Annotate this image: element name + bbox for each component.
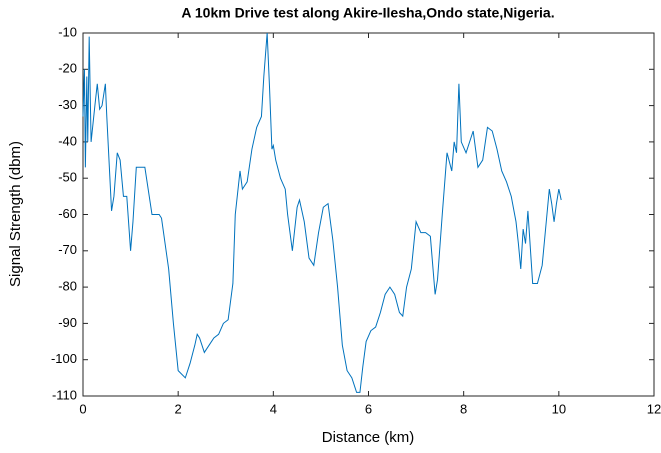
x-tick-label: 12 bbox=[647, 401, 661, 416]
x-tick-label: 8 bbox=[460, 401, 467, 416]
y-tick-label: -90 bbox=[58, 315, 77, 330]
y-tick-label: -60 bbox=[58, 206, 77, 221]
y-tick-label: -20 bbox=[58, 61, 77, 76]
x-tick-label: 4 bbox=[270, 401, 277, 416]
y-tick-label: -50 bbox=[58, 170, 77, 185]
series-line bbox=[82, 32, 562, 393]
x-tick-label: 10 bbox=[552, 401, 566, 416]
x-tick-label: 2 bbox=[175, 401, 182, 416]
y-tick-label: -10 bbox=[58, 24, 77, 39]
plot-frame bbox=[82, 32, 655, 397]
y-tick-label: -40 bbox=[58, 133, 77, 148]
chart-title: A 10km Drive test along Akire-Ilesha,Ond… bbox=[181, 5, 554, 21]
y-tick-label: -110 bbox=[52, 387, 77, 402]
x-axis-label: Distance (km) bbox=[322, 429, 415, 446]
y-tick-label: -80 bbox=[58, 279, 77, 294]
x-tick-label: 6 bbox=[365, 401, 372, 416]
y-tick-label: -100 bbox=[51, 351, 77, 366]
y-axis-label: Signal Strength (dbm) bbox=[7, 141, 24, 287]
x-tick-label: 0 bbox=[79, 401, 86, 416]
y-tick-label: -70 bbox=[58, 242, 77, 257]
y-tick-label: -30 bbox=[58, 97, 77, 112]
